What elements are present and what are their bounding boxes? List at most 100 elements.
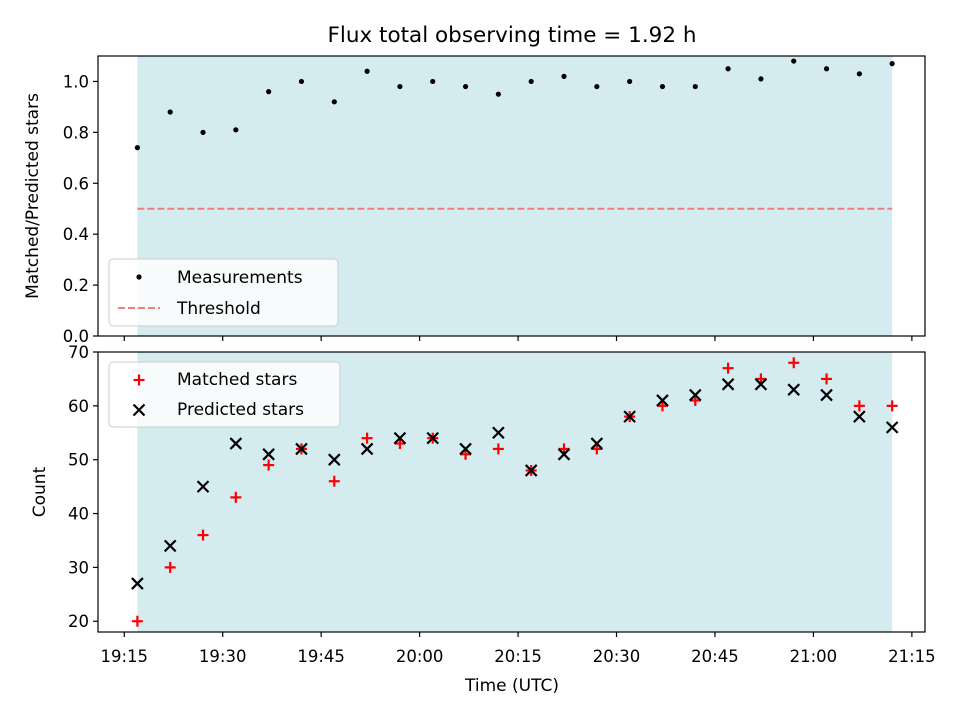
measurement-point: [200, 129, 206, 135]
matched-star-point: [689, 394, 701, 406]
x-tick-label: 19:30: [199, 647, 247, 666]
predicted-star-point: [459, 442, 472, 456]
bottom-y-ticks: 20 30 40 50 60 70: [68, 343, 98, 631]
top-panel: 0.0 0.2 0.4 0.6 0.8 1.0 Matched/Predicted sta…: [23, 55, 926, 346]
measurement-point: [561, 73, 567, 79]
predicted-star-point: [623, 410, 636, 423]
matched-star-point: [394, 438, 406, 450]
matched-star-point: [460, 448, 472, 460]
top-x-ticks: [123, 336, 913, 341]
chart-title: Flux total observing time = 1.92 h: [328, 23, 697, 48]
predicted-star-point: [853, 410, 866, 423]
x-tick-label: 20:00: [396, 647, 444, 666]
top-y-tick-label: 0.2: [63, 276, 89, 295]
measurement-point: [692, 83, 698, 90]
matched-star-point: [263, 459, 275, 471]
predicted-star-point: [163, 539, 177, 553]
measurement-point: [627, 78, 633, 85]
measurement-point: [758, 76, 764, 82]
predicted-star-point: [229, 437, 243, 450]
predicted-star-point: [754, 378, 768, 391]
predicted-star-point: [524, 464, 538, 477]
threshold-legend-label: Threshold: [176, 299, 261, 319]
predicted-star-point: [196, 480, 210, 493]
measurement-point: [495, 91, 501, 97]
measurement-point: [462, 83, 469, 90]
matched-star-point: [788, 357, 800, 369]
bottom-axes-frame: [97, 351, 926, 633]
matched-star-point: [821, 373, 833, 385]
top-axes-frame: [97, 55, 926, 337]
predicted-star-point: [688, 388, 702, 402]
measurement-point: [823, 66, 830, 72]
matched-star-point: [558, 443, 570, 455]
predicted-star-point: [557, 448, 571, 461]
bottom-legend-box: [108, 361, 341, 428]
measurement-point: [331, 99, 337, 105]
measurement-point: [791, 58, 797, 64]
top-y-tick-label: 0.0: [63, 327, 89, 346]
bottom-y-tick-label: 60: [68, 397, 89, 416]
matched-stars-legend-marker: [133, 374, 145, 386]
matched-stars-legend-label: Matched stars: [177, 370, 297, 390]
predicted-star-point: [787, 383, 801, 396]
matched-star-point: [230, 491, 242, 503]
matched-star-point: [886, 400, 898, 412]
matched-star-point: [656, 400, 668, 412]
predicted-star-point: [885, 421, 899, 434]
top-y-tick-label: 0.6: [63, 174, 89, 193]
measurement-point: [659, 83, 666, 90]
matched-star-point: [164, 561, 176, 573]
top-legend-box: [108, 258, 339, 327]
predicted-star-point: [656, 394, 669, 407]
predicted-star-point: [820, 388, 833, 402]
top-y-axis-label: Matched/Predicted stars: [23, 93, 43, 299]
predicted-star-point: [393, 431, 407, 445]
predicted-stars-legend-glyph: [132, 403, 146, 417]
x-tick-label: 19:45: [297, 647, 345, 666]
matched-stars-legend-glyph: [133, 374, 145, 386]
predicted-star-point: [131, 577, 144, 590]
top-legend: Measurements Threshold: [108, 258, 339, 327]
predicted-star-point: [590, 437, 604, 450]
predicted-star-point: [721, 378, 735, 391]
bottom-y-tick-label: 40: [68, 505, 89, 524]
bottom-panel: 20 30 40 50 60 70 19:15 19:30 19:45 20:00 20:15 20…: [30, 343, 936, 696]
matched-star-point: [361, 432, 373, 444]
x-tick-label: 20:45: [691, 647, 739, 666]
star-count-points: [131, 357, 899, 627]
top-y-tick-label: 0.4: [63, 225, 89, 244]
predicted-star-point: [262, 448, 275, 461]
matched-star-point: [591, 443, 603, 455]
predicted-star-point: [328, 453, 341, 466]
top-y-tick-label: 1.0: [63, 72, 89, 91]
measurement-point: [430, 78, 436, 85]
bottom-y-tick-label: 20: [68, 612, 89, 631]
measurement-point: [594, 83, 600, 90]
matched-star-point: [328, 475, 340, 487]
x-tick-label: 19:15: [100, 647, 148, 666]
bottom-y-tick-label: 70: [68, 343, 89, 362]
bottom-y-tick-label: 50: [68, 451, 89, 470]
measurement-point: [233, 127, 239, 133]
bottom-x-ticks: 19:15 19:30 19:45 20:00 20:15 20:30 20:45 21:00…: [100, 632, 936, 666]
x-axis-label: Time (UTC): [464, 676, 559, 696]
bottom-y-tick-label: 30: [68, 558, 89, 577]
measurement-point: [298, 78, 305, 85]
measurement-point: [364, 68, 370, 74]
measurement-point: [528, 78, 534, 85]
x-tick-label: 20:30: [593, 647, 641, 666]
matched-star-point: [492, 443, 504, 455]
top-y-tick-label: 0.8: [63, 123, 89, 142]
predicted-star-point: [360, 442, 374, 456]
matched-star-point: [722, 362, 734, 374]
top-y-ticks: 0.0 0.2 0.4 0.6 0.8 1.0: [63, 72, 98, 346]
measurement-point: [266, 89, 272, 95]
bottom-legend: Matched stars Predicted stars: [108, 361, 341, 428]
measurements-legend-marker: [136, 274, 142, 280]
predicted-star-point: [426, 431, 440, 445]
matched-star-point: [755, 373, 767, 385]
measurement-point: [134, 145, 140, 151]
x-tick-label: 20:15: [494, 647, 542, 666]
